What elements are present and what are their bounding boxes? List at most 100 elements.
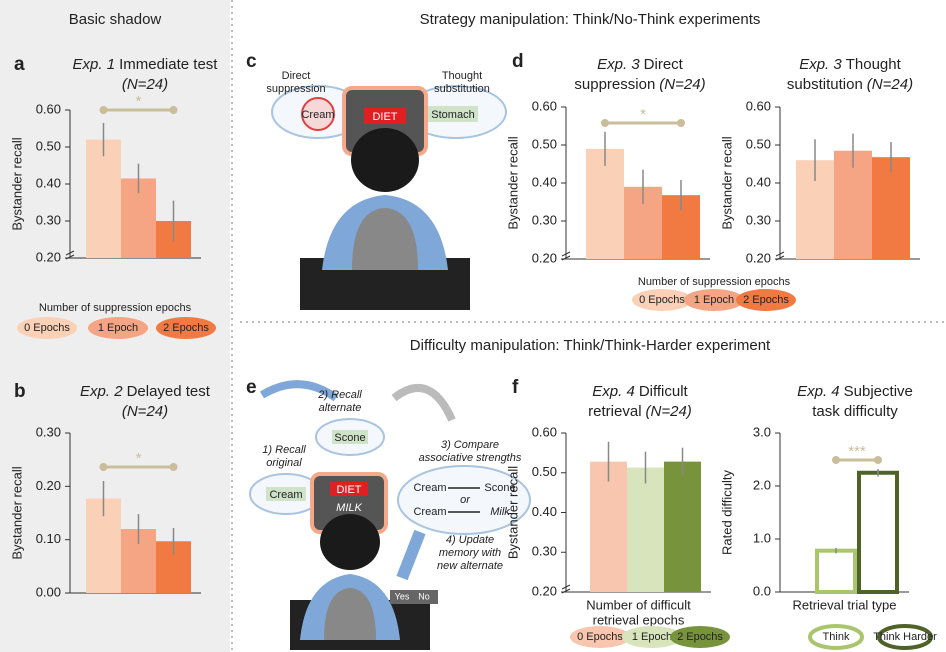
title-exp: Exp. 4 [592,383,635,400]
significance-label: *** [848,443,866,460]
diagram-word: or [460,494,471,506]
y-tick-label: 0.50 [746,136,771,151]
y-tick-label: 0.50 [36,138,61,153]
y-tick-label: 0.30 [746,212,771,227]
section-title: Strategy manipulation: Think/No-Think ex… [420,11,761,28]
chart-title: Exp. 2 Delayed test [80,383,211,400]
bar [872,157,910,259]
diagram-word: Cream [301,109,334,121]
significance-end [677,119,685,127]
y-axis-label: Bystander recall [9,466,24,559]
y-axis-label: Bystander recall [505,466,520,559]
y-tick-label: 0.20 [746,250,771,265]
legend-title: Number of suppression epochs [638,276,791,288]
legend-swatch [684,289,744,311]
diagram-word: Stomach [431,109,474,121]
legend-label: 0 Epochs [24,322,70,334]
y-tick-label: 0.40 [532,504,557,519]
significance-end [601,119,609,127]
bar [664,461,701,592]
title-text: task difficulty [812,403,898,420]
title-n: (N=24) [122,76,168,93]
title-text: suppression [574,76,655,93]
y-tick-label: 0.40 [532,174,557,189]
diagram-word: Scone [484,482,515,494]
significance-end [99,106,108,114]
section-title: Basic shadow [69,11,162,28]
legend-label: 0 Epochs [639,294,685,306]
significance-label: * [136,93,142,110]
diagram-c: Direct suppression Thought substitution … [266,70,507,310]
bar [857,470,899,594]
diagram-word: MILK [336,502,362,514]
x-axis-label: Number of difficult [586,597,691,612]
y-tick-label: 0.30 [532,544,557,559]
diagram-word: Cream [269,489,302,501]
title-exp: Exp. 2 [80,383,123,400]
title-text: Direct [644,56,684,73]
panel-letter: e [246,377,257,398]
legend-label: 1 Epoch [98,322,138,334]
chart-title: Exp. 3 Thought [799,56,901,73]
chart-title: (N=24) [122,76,168,93]
y-tick-label: 0.60 [532,98,557,113]
chart-title: Exp. 4 Difficult [592,383,688,400]
bar [834,150,872,259]
legend-swatch [670,626,730,648]
diagram-word: Milk [490,506,510,518]
panel-letter: a [14,54,25,75]
legend-label: 2 Epochs [743,294,789,306]
panel-letter: b [14,381,26,402]
no-symbol [301,97,335,131]
y-tick-label: 0.10 [36,531,61,546]
title-text: Difficult [639,383,689,400]
significance-end [169,106,178,114]
head [351,128,419,192]
legend-swatch [877,624,933,650]
legend-swatch [17,317,77,339]
y-axis-label: Bystander recall [505,136,520,229]
y-tick-label: 2.0 [753,477,771,492]
diagram-label: alternate [319,402,362,414]
arrow [396,529,426,581]
bar [86,139,121,258]
word-box [266,487,306,501]
y-axis-label: Bystander recall [719,136,734,229]
chart-title: suppression (N=24) [574,76,705,93]
bar [590,461,627,592]
arrow [448,487,480,513]
diagram-label: memory with [439,547,501,559]
legend-label: Think [823,631,850,643]
title-text: retrieval [588,403,641,420]
diagram-word: DIET [372,111,397,123]
diagram-label: Direct [282,70,311,82]
legend-label: 1 Epoch [632,631,672,643]
chart-title: (N=24) [122,403,168,420]
diagram-label: 3) Compare [441,439,499,451]
panel-letter: f [512,377,519,398]
cue-box [364,108,406,124]
y-tick-label: 0.00 [36,584,61,599]
bar [627,467,664,592]
legend-swatch [632,289,692,311]
title-text: Immediate test [119,56,218,73]
chair [324,588,376,640]
y-tick-label: 0.40 [36,175,61,190]
diagram-label: suppression [266,83,325,95]
word-box [332,430,368,444]
chart-title: Exp. 4 Subjective [797,383,913,400]
significance-end [169,463,178,471]
diagram-word: DIET [336,484,361,496]
significance-end [99,463,108,471]
y-tick-label: 0.40 [746,174,771,189]
x-axis-label: retrieval epochs [593,612,685,627]
y-tick-label: 0.50 [532,464,557,479]
title-exp: Exp. 3 [597,56,640,73]
y-tick-label: 0.60 [532,424,557,439]
y-tick-label: 3.0 [753,424,771,439]
significance-label: * [640,106,646,123]
title-text: substitution [787,76,863,93]
significance-end [874,456,882,464]
